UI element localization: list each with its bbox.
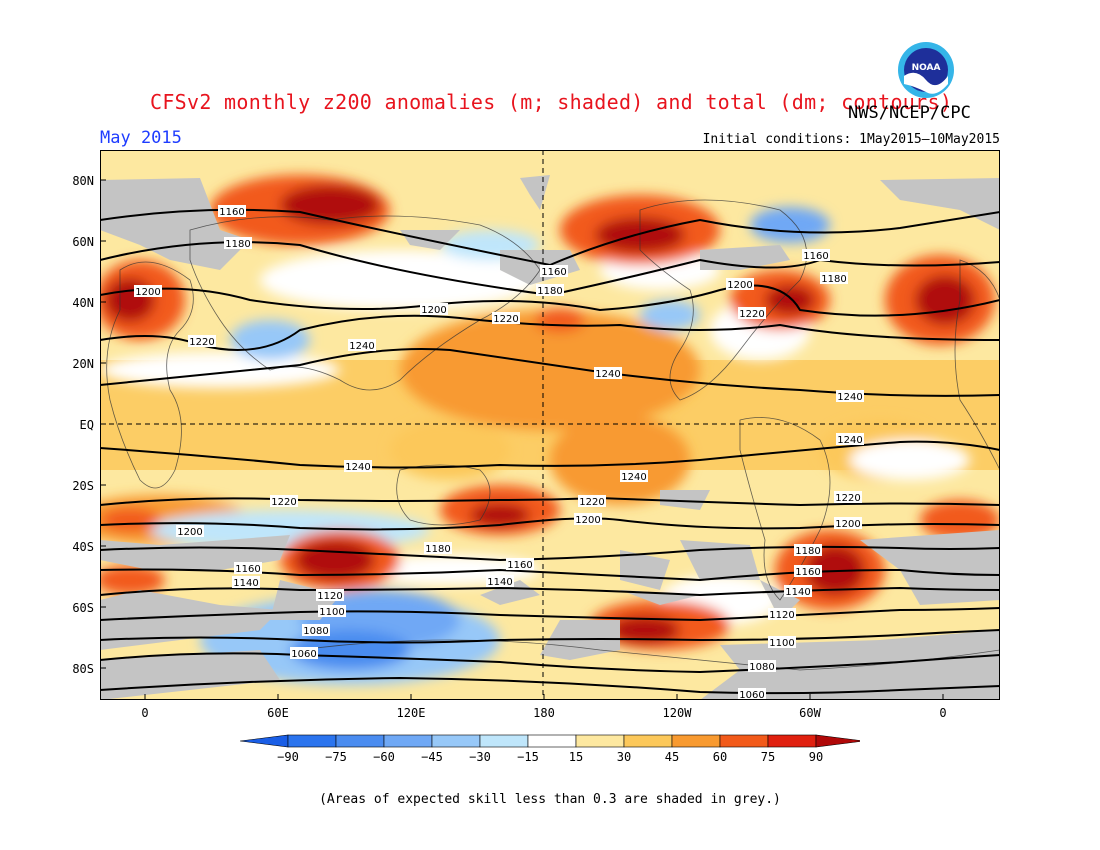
svg-text:1200: 1200 bbox=[177, 527, 202, 538]
colorbar-box bbox=[623, 734, 673, 748]
svg-text:1100: 1100 bbox=[769, 638, 794, 649]
svg-text:1240: 1240 bbox=[837, 392, 862, 403]
initial-conditions: Initial conditions: 1May2015–10May2015 bbox=[702, 132, 1000, 147]
svg-text:1140: 1140 bbox=[785, 587, 810, 598]
colorbar-tick-label: −15 bbox=[517, 750, 539, 763]
svg-text:1080: 1080 bbox=[749, 662, 774, 673]
colorbar-box bbox=[719, 734, 769, 748]
noaa-logo: NOAA bbox=[896, 40, 956, 100]
svg-text:1220: 1220 bbox=[493, 314, 518, 325]
svg-text:1200: 1200 bbox=[575, 515, 600, 526]
colorbar-tick-label: −45 bbox=[421, 750, 443, 763]
colorbar-tick-label: −30 bbox=[469, 750, 491, 763]
anomaly-shading bbox=[100, 175, 1000, 685]
svg-text:1160: 1160 bbox=[541, 267, 566, 278]
lat-label-eq: EQ bbox=[79, 418, 94, 432]
noaa-logo-text: NOAA bbox=[912, 63, 941, 73]
lon-label-0-east: 0 bbox=[939, 706, 947, 720]
svg-text:1220: 1220 bbox=[835, 493, 860, 504]
colorbar-tick-label: 30 bbox=[617, 750, 631, 763]
colorbar-tick-label: −75 bbox=[325, 750, 347, 763]
svg-text:1220: 1220 bbox=[271, 497, 296, 508]
svg-text:1200: 1200 bbox=[421, 305, 446, 316]
colorbar-box bbox=[479, 734, 529, 748]
colorbar-tick-label: 75 bbox=[761, 750, 775, 763]
colorbar-box bbox=[431, 734, 481, 748]
lat-label-80n: 80N bbox=[72, 174, 94, 188]
colorbar-box bbox=[671, 734, 721, 748]
svg-text:1160: 1160 bbox=[235, 564, 260, 575]
map-frame bbox=[100, 150, 1000, 700]
colorbar-tick-label: 45 bbox=[665, 750, 679, 763]
colorbar-box bbox=[527, 734, 577, 748]
svg-text:1060: 1060 bbox=[739, 690, 764, 700]
svg-text:1160: 1160 bbox=[795, 567, 820, 578]
axis-ticks bbox=[100, 179, 944, 700]
svg-text:1140: 1140 bbox=[487, 577, 512, 588]
lon-label-180: 180 bbox=[533, 706, 555, 720]
lat-label-40n: 40N bbox=[72, 296, 94, 310]
svg-text:1240: 1240 bbox=[345, 462, 370, 473]
svg-text:1220: 1220 bbox=[739, 309, 764, 320]
colorbar-box bbox=[575, 734, 625, 748]
svg-text:1240: 1240 bbox=[837, 435, 862, 446]
svg-text:1220: 1220 bbox=[579, 497, 604, 508]
lon-label-60w: 60W bbox=[799, 706, 821, 720]
skill-footnote: (Areas of expected skill less than 0.3 a… bbox=[319, 792, 781, 807]
colorbar-tick-label: −60 bbox=[373, 750, 395, 763]
svg-text:1200: 1200 bbox=[835, 519, 860, 530]
svg-text:1080: 1080 bbox=[303, 626, 328, 637]
svg-text:1180: 1180 bbox=[795, 546, 820, 557]
lat-label-60s: 60S bbox=[72, 601, 94, 615]
svg-text:1220: 1220 bbox=[189, 337, 214, 348]
lon-label-120w: 120W bbox=[662, 706, 692, 720]
svg-text:1180: 1180 bbox=[821, 274, 846, 285]
svg-text:1060: 1060 bbox=[291, 649, 316, 660]
svg-text:1180: 1180 bbox=[537, 286, 562, 297]
lat-label-80s: 80S bbox=[72, 662, 94, 676]
colorbar: −90 −75 −60 −45 −30 −15 15 30 45 60 75 90 bbox=[240, 734, 860, 763]
svg-text:1240: 1240 bbox=[621, 472, 646, 483]
lat-label-20n: 20N bbox=[72, 357, 94, 371]
lat-label-40s: 40S bbox=[72, 540, 94, 554]
colorbar-arrow-left bbox=[240, 734, 289, 748]
lon-label-60e: 60E bbox=[267, 706, 289, 720]
agency-label: NWS/NCEP/CPC bbox=[848, 103, 971, 123]
colorbar-tick-label: −90 bbox=[277, 750, 299, 763]
map-title: CFSv2 monthly z200 anomalies (m; shaded)… bbox=[150, 90, 953, 114]
svg-text:1180: 1180 bbox=[225, 239, 250, 250]
svg-text:1240: 1240 bbox=[349, 341, 374, 352]
colorbar-tick-label: 60 bbox=[713, 750, 727, 763]
svg-text:1120: 1120 bbox=[317, 591, 342, 602]
svg-text:1160: 1160 bbox=[803, 251, 828, 262]
svg-text:1200: 1200 bbox=[727, 280, 752, 291]
height-contours bbox=[100, 208, 1000, 695]
month-label: May 2015 bbox=[100, 128, 182, 148]
colorbar-box bbox=[383, 734, 433, 748]
svg-text:1160: 1160 bbox=[507, 560, 532, 571]
svg-text:1240: 1240 bbox=[595, 369, 620, 380]
colorbar-box bbox=[335, 734, 385, 748]
colorbar-box bbox=[767, 734, 817, 748]
colorbar-box bbox=[287, 734, 337, 748]
lon-label-0: 0 bbox=[141, 706, 149, 720]
svg-text:1180: 1180 bbox=[425, 544, 450, 555]
contour-label-1160: 1160 bbox=[219, 207, 244, 218]
svg-text:1120: 1120 bbox=[769, 610, 794, 621]
lat-label-60n: 60N bbox=[72, 235, 94, 249]
lon-label-120e: 120E bbox=[396, 706, 426, 720]
lat-label-20s: 20S bbox=[72, 479, 94, 493]
colorbar-tick-label: 15 bbox=[569, 750, 583, 763]
svg-text:1200: 1200 bbox=[135, 287, 160, 298]
anomaly-map: 1160 1180 1200 1200 1220 1220 1240 1160 … bbox=[100, 150, 1000, 700]
svg-text:1140: 1140 bbox=[233, 578, 258, 589]
colorbar-tick-label: 90 bbox=[809, 750, 823, 763]
contour-labels: 1160 1180 1200 1200 1220 1220 1240 1160 … bbox=[134, 205, 864, 700]
svg-text:1100: 1100 bbox=[319, 607, 344, 618]
colorbar-arrow-right bbox=[815, 734, 860, 748]
